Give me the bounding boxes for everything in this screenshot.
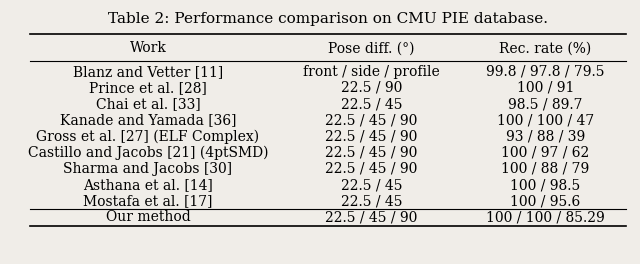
Text: 22.5 / 45 / 90: 22.5 / 45 / 90: [325, 146, 418, 160]
Text: 100 / 100 / 85.29: 100 / 100 / 85.29: [486, 210, 605, 224]
Text: 100 / 88 / 79: 100 / 88 / 79: [501, 162, 589, 176]
Text: Gross et al. [27] (ELF Complex): Gross et al. [27] (ELF Complex): [36, 129, 259, 144]
Text: front / side / profile: front / side / profile: [303, 65, 440, 79]
Text: Mostafa et al. [17]: Mostafa et al. [17]: [83, 194, 212, 208]
Text: Rec. rate (%): Rec. rate (%): [499, 41, 591, 55]
Text: Pose diff. (°): Pose diff. (°): [328, 41, 415, 55]
Text: 100 / 98.5: 100 / 98.5: [510, 178, 580, 192]
Text: Work: Work: [129, 41, 166, 55]
Text: 100 / 91: 100 / 91: [516, 81, 574, 95]
Text: Castillo and Jacobs [21] (4ptSMD): Castillo and Jacobs [21] (4ptSMD): [28, 145, 268, 160]
Text: 22.5 / 45 / 90: 22.5 / 45 / 90: [325, 162, 418, 176]
Text: 22.5 / 45 / 90: 22.5 / 45 / 90: [325, 129, 418, 143]
Text: 99.8 / 97.8 / 79.5: 99.8 / 97.8 / 79.5: [486, 65, 605, 79]
Text: 22.5 / 45 / 90: 22.5 / 45 / 90: [325, 210, 418, 224]
Text: 93 / 88 / 39: 93 / 88 / 39: [506, 129, 585, 143]
Text: Chai et al. [33]: Chai et al. [33]: [95, 97, 200, 111]
Text: Prince et al. [28]: Prince et al. [28]: [89, 81, 207, 95]
Text: 100 / 97 / 62: 100 / 97 / 62: [501, 146, 589, 160]
Text: 100 / 100 / 47: 100 / 100 / 47: [497, 113, 594, 127]
Text: 22.5 / 90: 22.5 / 90: [341, 81, 402, 95]
Text: Our method: Our method: [106, 210, 190, 224]
Text: Kanade and Yamada [36]: Kanade and Yamada [36]: [60, 113, 236, 127]
Text: 22.5 / 45 / 90: 22.5 / 45 / 90: [325, 113, 418, 127]
Text: Table 2: Performance comparison on CMU PIE database.: Table 2: Performance comparison on CMU P…: [108, 12, 548, 26]
Text: 22.5 / 45: 22.5 / 45: [340, 97, 403, 111]
Text: Sharma and Jacobs [30]: Sharma and Jacobs [30]: [63, 162, 232, 176]
Text: Blanz and Vetter [11]: Blanz and Vetter [11]: [73, 65, 223, 79]
Text: 100 / 95.6: 100 / 95.6: [510, 194, 580, 208]
Text: Asthana et al. [14]: Asthana et al. [14]: [83, 178, 213, 192]
Text: 22.5 / 45: 22.5 / 45: [340, 194, 403, 208]
Text: 98.5 / 89.7: 98.5 / 89.7: [508, 97, 582, 111]
Text: 22.5 / 45: 22.5 / 45: [340, 178, 403, 192]
